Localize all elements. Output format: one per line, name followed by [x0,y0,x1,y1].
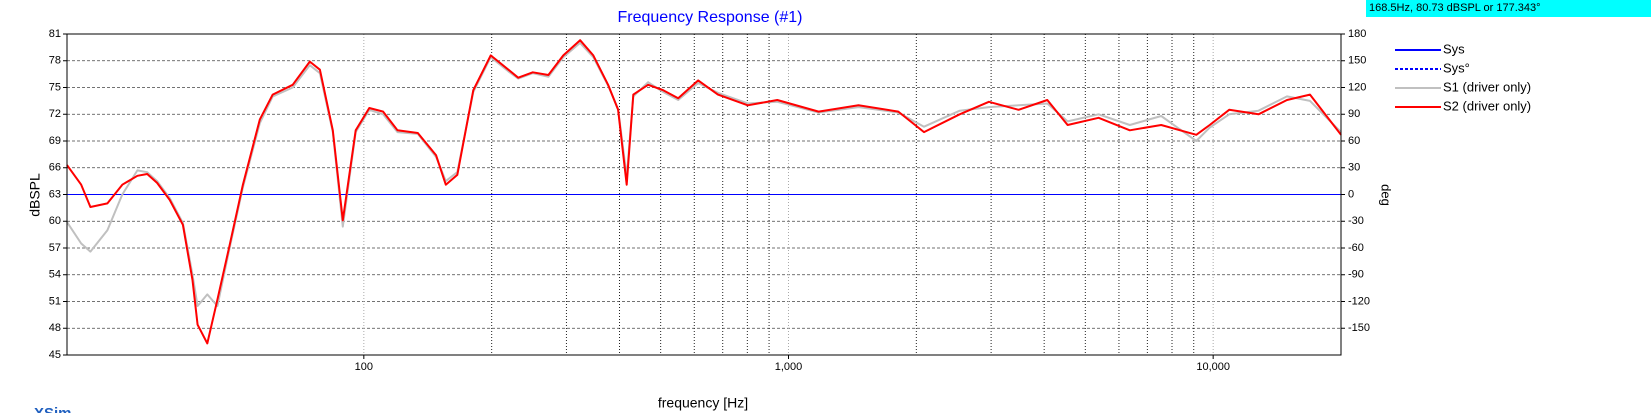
y-tick-label: 45 [49,349,61,361]
legend-label: Sys° [1443,60,1470,75]
brand: XSim [34,405,72,413]
y2-tick-label: 90 [1348,108,1360,120]
y-tick-label: 51 [49,295,61,307]
y2-tick-label: 150 [1348,55,1366,67]
series-line [66,41,1342,307]
series-line [66,39,1342,345]
y-tick-label: 66 [49,162,61,174]
y2-tick-label: 0 [1348,188,1354,200]
y-tick-label: 78 [49,55,61,67]
cursor-readout: 168.5Hz, 80.73 dBSPL or 177.343° [1366,0,1651,17]
y2-tick-label: -90 [1348,269,1364,281]
y-tick-label: 75 [49,81,61,93]
y2-tick-label: -120 [1348,295,1370,307]
y2-tick-label: -30 [1348,215,1364,227]
legend-label: Sys [1443,41,1465,56]
y2-tick-label: -60 [1348,242,1364,254]
plot-frame [66,33,1342,356]
x-tick-label: 100 [355,361,373,373]
y-tick-label: 72 [49,108,61,120]
y2-tick-label: 30 [1348,162,1360,174]
y-axis-label: dBSPL [27,173,43,217]
y-tick-label: 48 [49,322,61,334]
y-tick-label: 69 [49,135,61,147]
y-tick-label: 81 [49,28,61,40]
legend-label: S1 (driver only) [1443,79,1531,94]
y-tick-label: 57 [49,242,61,254]
y2-tick-label: -150 [1348,322,1370,334]
x-axis-label: frequency [Hz] [658,395,748,411]
x-tick-label: 10,000 [1196,361,1230,373]
y2-axis-label: deg [1379,184,1394,206]
y-tick-label: 63 [49,188,61,200]
y2-tick-label: 120 [1348,81,1366,93]
chart-title: Frequency Response (#1) [618,9,803,26]
y-tick-label: 60 [49,215,61,227]
y-tick-label: 54 [49,269,61,281]
legend-label: S2 (driver only) [1443,98,1531,113]
y2-tick-label: 180 [1348,28,1366,40]
y2-tick-label: 60 [1348,135,1360,147]
x-tick-label: 1,000 [775,361,803,373]
